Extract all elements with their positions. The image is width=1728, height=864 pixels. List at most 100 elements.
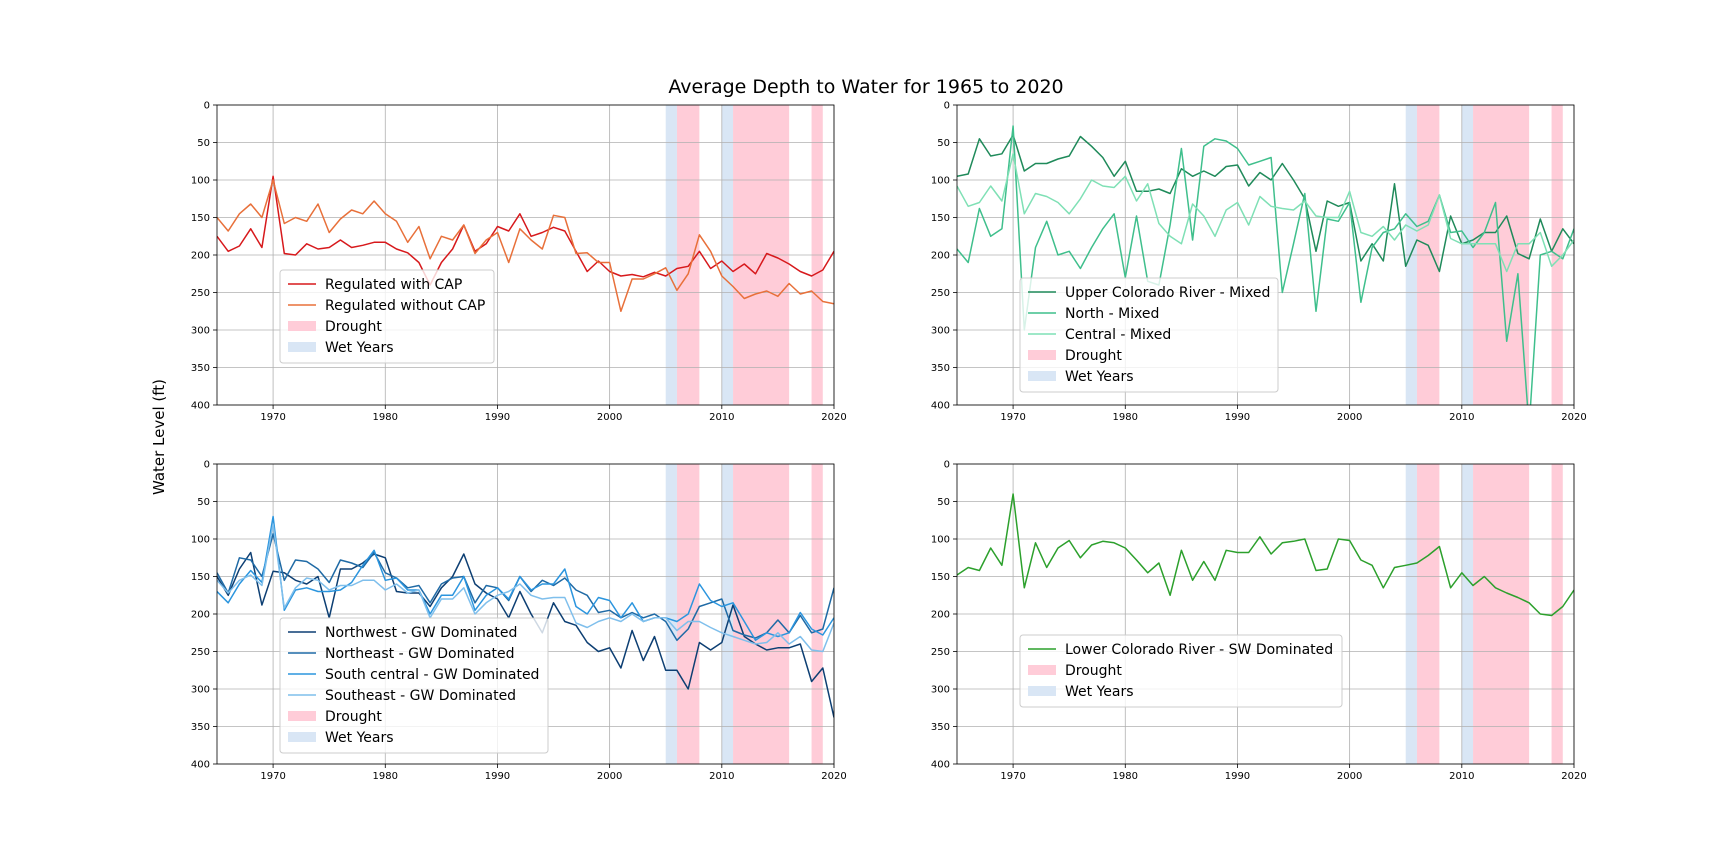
legend-patch-swatch <box>1028 350 1056 360</box>
series-line <box>217 523 834 653</box>
legend: Lower Colorado River - SW Dominated Droug… <box>1019 634 1343 708</box>
y-tick-label: 200 <box>191 251 210 262</box>
x-tick-label: 1980 <box>373 771 398 782</box>
y-tick-label: 400 <box>191 760 210 771</box>
y-axis-label: Water Level (ft) <box>150 379 168 495</box>
legend-label: Wet Years <box>325 340 394 356</box>
x-tick-label: 2020 <box>821 771 846 782</box>
x-tick-label: 2000 <box>597 771 622 782</box>
series-line <box>217 551 834 718</box>
y-tick-label: 350 <box>931 363 950 374</box>
legend-label: Northeast - GW Dominated <box>325 646 515 662</box>
series-line <box>217 179 834 313</box>
figure-title: Average Depth to Water for 1965 to 2020 <box>668 76 1063 98</box>
legend-label: Lower Colorado River - SW Dominated <box>1065 642 1333 658</box>
y-tick-label: 300 <box>191 326 210 337</box>
x-tick-label: 2010 <box>1449 771 1474 782</box>
legend-box <box>279 269 495 364</box>
series-line <box>957 153 1574 273</box>
chart-panel-4: 1970 1980 1990 2000 2010 2020 0 50 100 150 200 250 3… <box>931 460 1587 783</box>
y-tick-label: 350 <box>931 722 950 733</box>
x-tick-label: 1980 <box>373 412 398 423</box>
x-tick-label: 1970 <box>1000 771 1025 782</box>
x-tick-label: 1990 <box>1225 771 1250 782</box>
y-tick-label: 300 <box>191 685 210 696</box>
legend-label: Southeast - GW Dominated <box>325 688 516 704</box>
chart-panel-1: 1970 1980 1990 2000 2010 2020 0 50 100 150 200 250 3… <box>191 101 847 424</box>
series-line <box>957 493 1574 617</box>
legend-patch-swatch <box>1028 686 1056 696</box>
y-tick-label: 100 <box>931 176 950 187</box>
y-tick-label: 150 <box>931 213 950 224</box>
legend-label: Central - Mixed <box>1065 327 1171 343</box>
legend-label: Drought <box>325 709 382 725</box>
x-tick-label: 2000 <box>1337 412 1362 423</box>
y-tick-label: 350 <box>191 722 210 733</box>
y-tick-label: 50 <box>937 138 950 149</box>
y-tick-label: 400 <box>931 401 950 412</box>
legend-label: Drought <box>325 319 382 335</box>
y-tick-label: 50 <box>937 497 950 508</box>
x-tick-label: 2000 <box>597 412 622 423</box>
chart-panel-3: 1970 1980 1990 2000 2010 2020 0 50 100 150 200 250 3… <box>191 460 847 783</box>
y-tick-label: 150 <box>931 572 950 583</box>
legend: Northwest - GW Dominated Northeast - GW D… <box>279 617 549 754</box>
legend-label: Upper Colorado River - Mixed <box>1065 285 1270 301</box>
legend-label: Drought <box>1065 663 1122 679</box>
y-tick-label: 400 <box>191 401 210 412</box>
x-tick-label: 2020 <box>821 412 846 423</box>
series-line <box>957 134 1574 273</box>
y-tick-label: 50 <box>197 497 210 508</box>
y-tick-label: 300 <box>931 685 950 696</box>
y-tick-label: 0 <box>944 460 950 471</box>
y-tick-label: 200 <box>931 610 950 621</box>
x-tick-label: 1990 <box>1225 412 1250 423</box>
x-tick-label: 1990 <box>485 412 510 423</box>
x-tick-label: 2010 <box>1449 412 1474 423</box>
legend-label: Northwest - GW Dominated <box>325 625 517 641</box>
x-tick-label: 1980 <box>1113 412 1138 423</box>
chart-panels: 1970 1980 1990 2000 2010 20200501001502002503… <box>191 101 1587 783</box>
series-line <box>217 515 834 642</box>
x-tick-label: 1970 <box>1000 412 1025 423</box>
x-tick-label: 1990 <box>485 771 510 782</box>
x-tick-label: 1970 <box>260 771 285 782</box>
x-tick-label: 1980 <box>1113 771 1138 782</box>
y-tick-label: 100 <box>931 535 950 546</box>
chart-panel-2: 1970 1980 1990 2000 2010 2020 0 50 100 150 200 250 3… <box>931 101 1587 424</box>
legend-box <box>279 617 549 754</box>
y-tick-label: 250 <box>191 288 210 299</box>
x-tick-label: 2020 <box>1561 412 1586 423</box>
legend-label: North - Mixed <box>1065 306 1159 322</box>
y-tick-label: 250 <box>191 647 210 658</box>
legend-label: Drought <box>1065 348 1122 364</box>
y-tick-label: 400 <box>931 760 950 771</box>
y-tick-label: 300 <box>931 326 950 337</box>
legend-patch-swatch <box>288 732 316 742</box>
legend-label: Regulated without CAP <box>325 298 485 314</box>
y-tick-label: 250 <box>931 647 950 658</box>
x-tick-label: 2010 <box>709 771 734 782</box>
x-tick-label: 2020 <box>1561 771 1586 782</box>
legend: Regulated with CAP Regulated without CAP D… <box>279 269 495 364</box>
y-tick-label: 200 <box>191 610 210 621</box>
y-tick-label: 0 <box>204 460 210 471</box>
y-tick-label: 350 <box>191 363 210 374</box>
legend-box <box>1019 634 1343 708</box>
y-tick-label: 150 <box>191 213 210 224</box>
y-tick-label: 50 <box>197 138 210 149</box>
y-tick-label: 100 <box>191 176 210 187</box>
x-tick-label: 2000 <box>1337 771 1362 782</box>
x-tick-label: 2010 <box>709 412 734 423</box>
y-tick-label: 200 <box>931 251 950 262</box>
y-tick-label: 250 <box>931 288 950 299</box>
legend-label: Wet Years <box>1065 369 1134 385</box>
y-tick-label: 100 <box>191 535 210 546</box>
legend-patch-swatch <box>288 342 316 352</box>
y-tick-label: 150 <box>191 572 210 583</box>
series-line <box>957 125 1574 405</box>
y-tick-label: 0 <box>204 101 210 112</box>
y-tick-label: 0 <box>944 101 950 112</box>
legend-label: South central - GW Dominated <box>325 667 539 683</box>
